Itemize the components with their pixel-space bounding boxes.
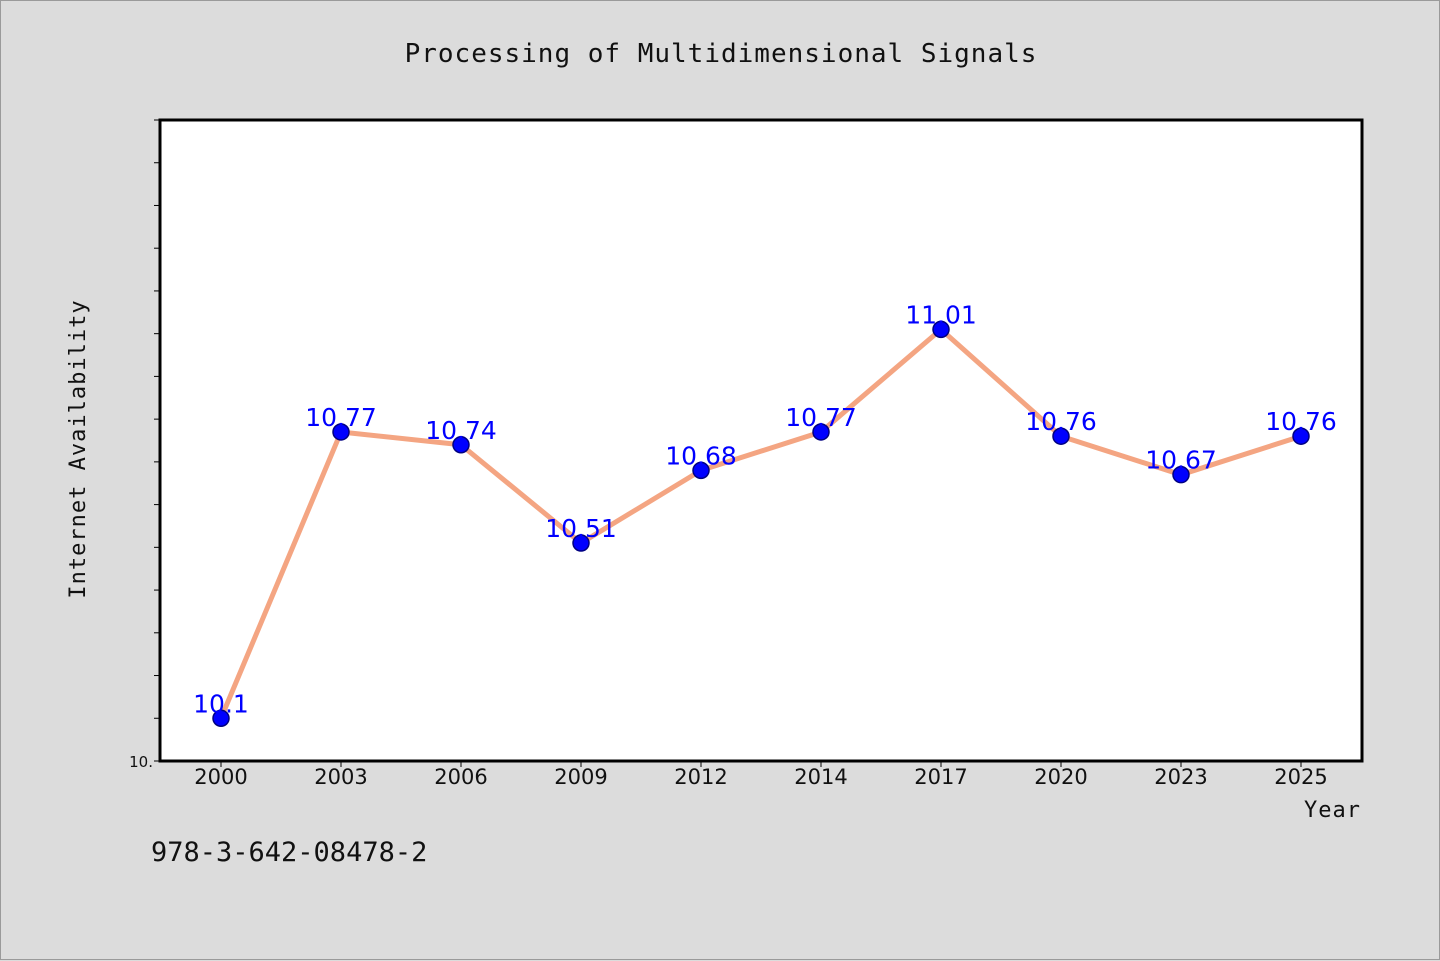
data-point	[452, 436, 470, 454]
data-label: 10.74	[425, 416, 497, 445]
x-tick-label: 2006	[434, 765, 487, 789]
x-tick-label: 2009	[554, 765, 607, 789]
data-point	[1292, 427, 1310, 445]
data-label: 10.76	[1265, 407, 1337, 436]
plot-area	[158, 118, 1364, 763]
data-point	[692, 461, 710, 480]
x-tick-label: 2003	[314, 765, 367, 789]
data-labels: 10.1 10.77 10.74 10.51 10.68 10.77 11.01 10.76 1…	[193, 300, 1337, 718]
data-label: 10.51	[545, 514, 617, 543]
data-point	[332, 423, 350, 441]
data-label: 11.01	[905, 300, 977, 329]
chart-title: Processing of Multidimensional Signals	[405, 39, 1038, 69]
data-label: 10.76	[1025, 407, 1097, 436]
series-line	[218, 326, 1304, 721]
data-label: 10.77	[305, 403, 377, 432]
data-label: 10.1	[193, 689, 249, 718]
x-tick-label: 2017	[914, 765, 967, 789]
x-tick-label: 2020	[1034, 765, 1087, 789]
x-axis-label: Year	[1304, 798, 1361, 823]
data-label: 10.67	[1145, 446, 1217, 475]
isbn-text: 978-3-642-08478-2	[151, 837, 428, 868]
data-markers	[212, 320, 1310, 728]
data-label: 10.68	[665, 441, 737, 470]
x-tick-label: 2012	[674, 765, 727, 789]
x-tick-label: 2014	[794, 765, 847, 789]
x-tick-label: 2023	[1154, 765, 1207, 789]
data-point	[1172, 465, 1190, 484]
x-tick-label: 2000	[194, 765, 247, 789]
data-point	[932, 320, 950, 339]
data-point	[572, 534, 590, 552]
x-axis-ticks: 2000 2003 2006 2009 2012 2014 2017 2020 2023 2025	[194, 761, 1328, 789]
y-axis-ticks	[154, 119, 160, 762]
data-point	[812, 423, 830, 441]
data-point	[212, 709, 230, 728]
y-tick-label: 10.	[129, 753, 153, 771]
y-axis-label: Internet Availability	[66, 299, 91, 598]
x-tick-label: 2025	[1274, 765, 1327, 789]
data-point	[1052, 427, 1070, 445]
data-label: 10.77	[785, 403, 857, 432]
